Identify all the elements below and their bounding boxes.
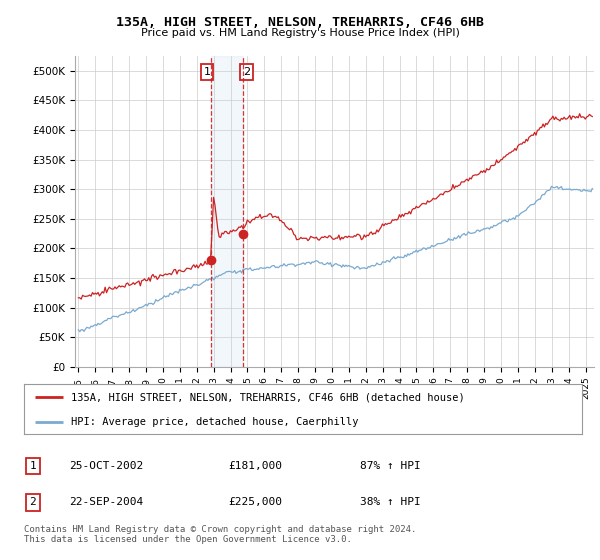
Text: 135A, HIGH STREET, NELSON, TREHARRIS, CF46 6HB: 135A, HIGH STREET, NELSON, TREHARRIS, CF…	[116, 16, 484, 29]
Bar	[211, 56, 243, 367]
Text: 22-SEP-2004: 22-SEP-2004	[69, 497, 143, 507]
Text: £225,000: £225,000	[228, 497, 282, 507]
Text: 1: 1	[29, 461, 37, 471]
Text: 38% ↑ HPI: 38% ↑ HPI	[360, 497, 421, 507]
Text: £181,000: £181,000	[228, 461, 282, 471]
Text: 25-OCT-2002: 25-OCT-2002	[69, 461, 143, 471]
Text: Price paid vs. HM Land Registry's House Price Index (HPI): Price paid vs. HM Land Registry's House …	[140, 28, 460, 38]
Text: 1: 1	[204, 67, 211, 77]
Text: 87% ↑ HPI: 87% ↑ HPI	[360, 461, 421, 471]
Text: HPI: Average price, detached house, Caerphilly: HPI: Average price, detached house, Caer…	[71, 417, 359, 427]
Text: 135A, HIGH STREET, NELSON, TREHARRIS, CF46 6HB (detached house): 135A, HIGH STREET, NELSON, TREHARRIS, CF…	[71, 392, 465, 402]
Text: 2: 2	[29, 497, 37, 507]
Text: 2: 2	[242, 67, 250, 77]
Text: Contains HM Land Registry data © Crown copyright and database right 2024.
This d: Contains HM Land Registry data © Crown c…	[24, 525, 416, 544]
